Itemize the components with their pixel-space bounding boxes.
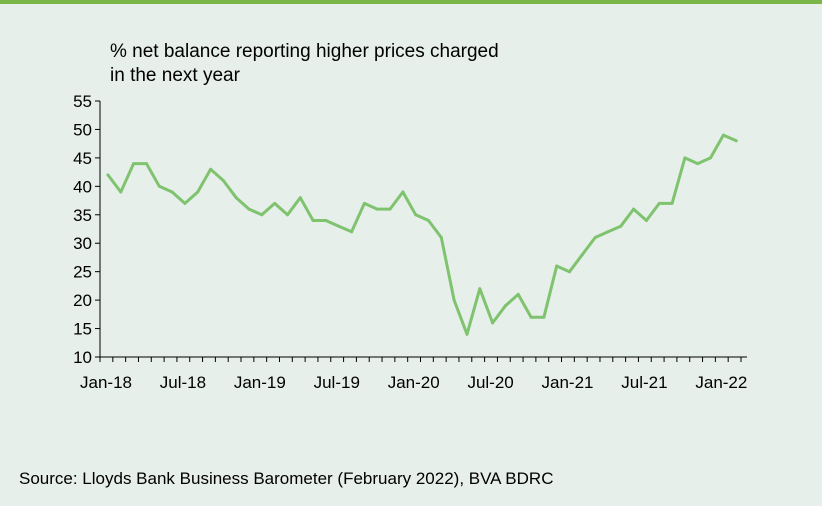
data-point <box>106 173 110 177</box>
data-point <box>683 156 687 160</box>
data-point <box>568 270 571 274</box>
y-tick-labels: 10 15 20 25 30 35 40 45 50 55 <box>73 92 92 367</box>
data-point <box>593 236 597 239</box>
x-tick-label: Jul-20 <box>467 373 513 392</box>
data-point <box>555 264 559 268</box>
y-tick-label: 50 <box>73 120 92 139</box>
top-accent-rule <box>0 0 822 4</box>
x-tick-label: Jan-20 <box>388 373 440 392</box>
data-point <box>465 332 469 336</box>
data-point <box>234 196 238 200</box>
data-point <box>221 179 225 183</box>
data-point <box>311 219 315 222</box>
data-point <box>734 139 738 143</box>
data-point <box>362 201 366 205</box>
chart-title: % net balance reporting higher prices ch… <box>110 41 499 86</box>
data-point <box>119 190 123 194</box>
data-point <box>427 219 430 222</box>
source-note: Source: Lloyds Bank Business Barometer (… <box>19 469 554 488</box>
data-point <box>542 315 546 319</box>
data-point <box>247 207 251 211</box>
data-point <box>709 156 712 160</box>
data-point <box>721 133 725 137</box>
y-tick-label: 10 <box>73 348 92 367</box>
series-line <box>106 133 738 336</box>
x-tick-label: Jul-18 <box>160 373 206 392</box>
data-point <box>196 190 200 194</box>
data-point <box>619 224 623 228</box>
data-point <box>170 190 174 194</box>
y-tick-label: 15 <box>73 320 92 339</box>
x-tick-label: Jul-19 <box>314 373 360 392</box>
y-tick-label: 35 <box>73 206 92 225</box>
y-tick-label: 40 <box>73 177 92 196</box>
data-point <box>324 219 328 222</box>
data-point <box>516 292 520 296</box>
x-tick-label: Jan-22 <box>695 373 747 392</box>
data-point <box>209 167 213 171</box>
data-point <box>401 190 405 194</box>
x-tick-label: Jul-21 <box>621 373 667 392</box>
data-point <box>183 201 187 205</box>
y-tick-label: 55 <box>73 92 92 111</box>
x-tick-label: Jan-18 <box>80 373 132 392</box>
data-point <box>478 287 482 291</box>
data-point <box>529 315 533 319</box>
y-tick-label: 25 <box>73 263 92 282</box>
data-point <box>298 196 302 200</box>
y-tick-label: 20 <box>73 291 92 310</box>
data-point <box>337 224 341 228</box>
data-point <box>491 321 495 325</box>
y-tick-label: 45 <box>73 149 92 168</box>
data-point <box>414 213 418 217</box>
data-point <box>132 162 136 166</box>
data-point <box>657 201 661 205</box>
data-point <box>439 236 443 239</box>
data-point <box>503 304 507 308</box>
data-point <box>670 201 674 205</box>
x-tick-label: Jan-19 <box>234 373 286 392</box>
data-point <box>452 298 456 302</box>
data-point <box>260 213 264 217</box>
y-tick-label: 30 <box>73 234 92 253</box>
data-point <box>580 253 584 257</box>
data-point <box>388 207 392 211</box>
data-point <box>632 207 636 211</box>
data-point <box>157 184 161 188</box>
chart-axes <box>95 100 747 362</box>
data-point <box>286 213 289 217</box>
x-tick-label: Jan-21 <box>542 373 594 392</box>
data-point <box>273 201 277 205</box>
data-point <box>696 162 700 166</box>
data-point <box>350 230 354 234</box>
data-point <box>644 219 648 222</box>
data-point <box>145 162 148 166</box>
data-point <box>375 207 379 211</box>
x-tick-labels: Jan-18 Jul-18 Jan-19 Jul-19 Jan-20 Jul-20 Jan-… <box>80 373 747 392</box>
series-points <box>106 133 738 336</box>
data-point <box>606 230 610 234</box>
